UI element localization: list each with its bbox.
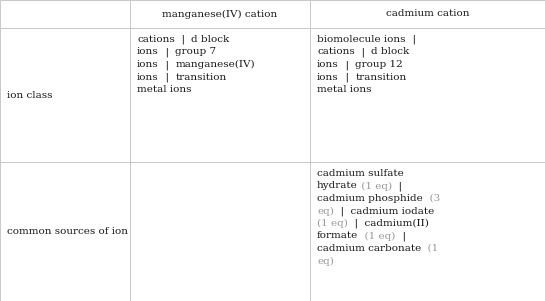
Text: ions: ions — [137, 60, 159, 69]
Text: transition: transition — [355, 73, 407, 82]
Text: |: | — [159, 73, 175, 82]
Text: |: | — [338, 60, 355, 70]
Text: |: | — [175, 35, 191, 45]
Text: group 7: group 7 — [175, 48, 216, 57]
Text: (1: (1 — [421, 244, 439, 253]
Text: cadmium phosphide: cadmium phosphide — [317, 194, 423, 203]
Text: transition: transition — [175, 73, 227, 82]
Text: cadmium iodate: cadmium iodate — [344, 206, 434, 216]
Text: (3: (3 — [423, 194, 440, 203]
Text: |: | — [334, 206, 344, 216]
Text: (1 eq): (1 eq) — [358, 182, 392, 191]
Text: |: | — [348, 219, 358, 228]
Text: hydrate: hydrate — [317, 182, 358, 191]
Text: ions: ions — [317, 60, 338, 69]
Text: ions: ions — [317, 73, 338, 82]
Text: cadmium cation: cadmium cation — [386, 10, 469, 18]
Text: |: | — [159, 60, 175, 70]
Text: manganese(IV) cation: manganese(IV) cation — [162, 9, 277, 19]
Text: metal ions: metal ions — [137, 85, 191, 94]
Text: metal ions: metal ions — [317, 85, 372, 94]
Text: (1 eq): (1 eq) — [358, 231, 396, 240]
Text: |: | — [355, 48, 371, 57]
Text: ion class: ion class — [7, 91, 52, 100]
Text: formate: formate — [317, 231, 358, 240]
Text: cations: cations — [317, 48, 355, 57]
Text: cadmium(II): cadmium(II) — [358, 219, 429, 228]
Text: cations: cations — [137, 35, 175, 44]
Text: biomolecule ions: biomolecule ions — [317, 35, 405, 44]
Text: common sources of ion: common sources of ion — [7, 227, 128, 236]
Text: cadmium sulfate: cadmium sulfate — [317, 169, 404, 178]
Text: cadmium carbonate: cadmium carbonate — [317, 244, 421, 253]
Text: eq): eq) — [317, 256, 334, 265]
Text: ions: ions — [137, 73, 159, 82]
Text: |: | — [159, 48, 175, 57]
Text: (1 eq): (1 eq) — [317, 219, 348, 228]
Text: ions: ions — [137, 48, 159, 57]
Text: d block: d block — [371, 48, 410, 57]
Text: |: | — [392, 182, 402, 191]
Text: d block: d block — [191, 35, 229, 44]
Text: |: | — [338, 73, 355, 82]
Text: manganese(IV): manganese(IV) — [175, 60, 255, 69]
Text: eq): eq) — [317, 206, 334, 216]
Text: |: | — [405, 35, 416, 45]
Text: group 12: group 12 — [355, 60, 403, 69]
Text: |: | — [396, 231, 405, 241]
